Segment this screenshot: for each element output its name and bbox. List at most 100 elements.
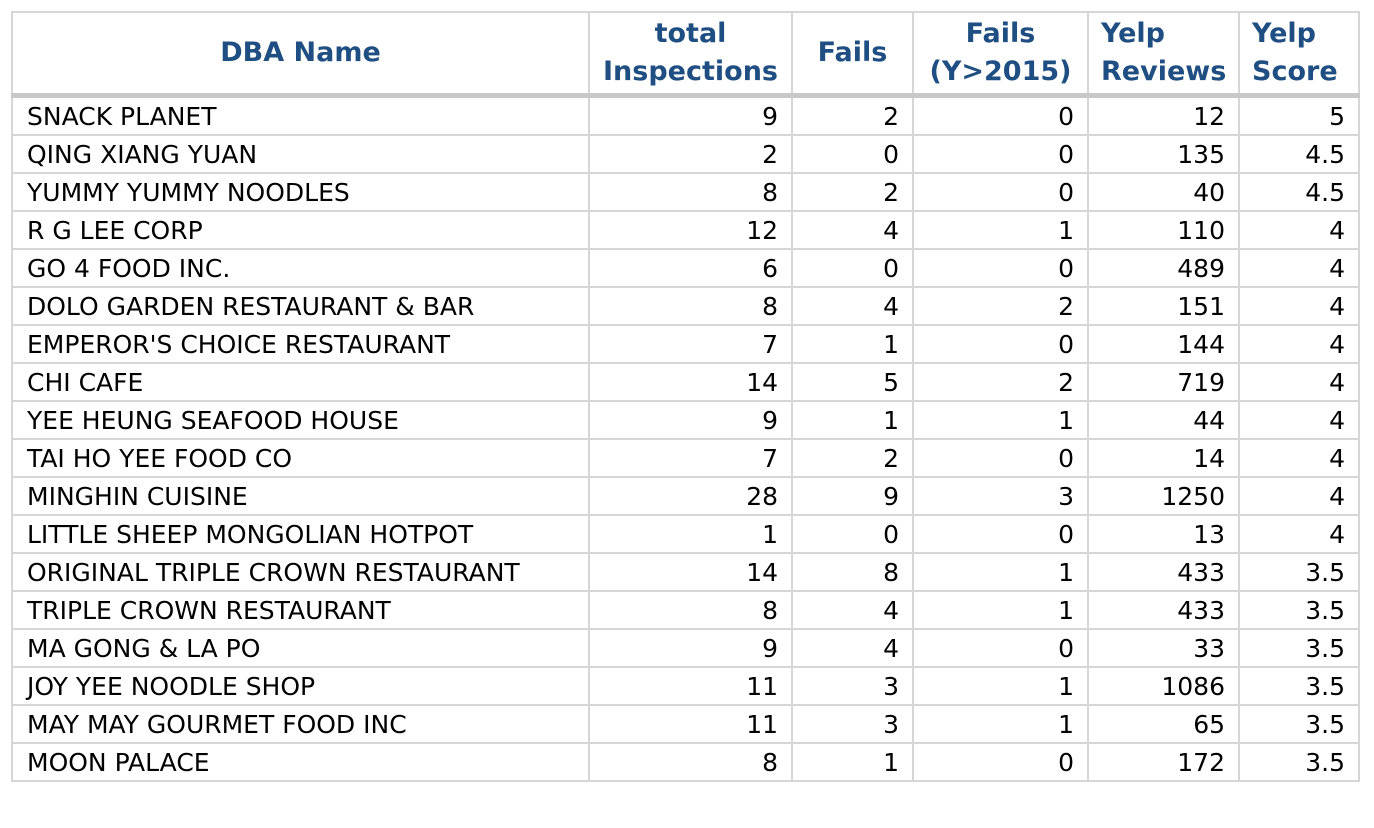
cell-yelp-score: 4.5	[1238, 134, 1360, 174]
cell-yelp-score: 4	[1238, 324, 1360, 364]
cell-fails-y2015: 3	[912, 476, 1089, 516]
cell-yelp-reviews: 144	[1087, 324, 1240, 364]
table-row: QING XIANG YUAN 2 0 0 135 4.5	[11, 134, 1360, 174]
cell-yelp-score: 4	[1238, 476, 1360, 516]
cell-total-inspections: 1	[588, 514, 793, 554]
cell-fails-y2015: 1	[912, 590, 1089, 630]
cell-yelp-score: 3.5	[1238, 666, 1360, 706]
cell-total-inspections: 2	[588, 134, 793, 174]
table-row: YUMMY YUMMY NOODLES 8 2 0 40 4.5	[11, 172, 1360, 212]
table-row: EMPEROR'S CHOICE RESTAURANT 7 1 0 144 4	[11, 324, 1360, 364]
cell-fails-y2015: 0	[912, 742, 1089, 782]
header-dba-name-line-1: DBA Name	[220, 37, 381, 68]
table-row: MAY MAY GOURMET FOOD INC 11 3 1 65 3.5	[11, 704, 1360, 744]
cell-fails-y2015: 1	[912, 666, 1089, 706]
cell-dba-name: ORIGINAL TRIPLE CROWN RESTAURANT	[11, 552, 590, 592]
header-total-inspections: total Inspections	[588, 11, 793, 98]
header-fails-line-1: Fails	[817, 37, 888, 68]
cell-fails: 8	[791, 552, 914, 592]
header-total-inspections-line-2: Inspections	[603, 56, 778, 87]
table-row: MINGHIN CUISINE 28 9 3 1250 4	[11, 476, 1360, 516]
cell-fails: 4	[791, 628, 914, 668]
cell-fails-y2015: 0	[912, 628, 1089, 668]
cell-total-inspections: 14	[588, 552, 793, 592]
cell-yelp-reviews: 65	[1087, 704, 1240, 744]
cell-dba-name: JOY YEE NOODLE SHOP	[11, 666, 590, 706]
table-row: SNACK PLANET 9 2 0 12 5	[11, 94, 1360, 136]
cell-fails: 0	[791, 514, 914, 554]
cell-yelp-score: 3.5	[1238, 590, 1360, 630]
table-row: R G LEE CORP 12 4 1 110 4	[11, 210, 1360, 250]
cell-yelp-score: 4	[1238, 210, 1360, 250]
cell-fails-y2015: 1	[912, 210, 1089, 250]
header-dba-name: DBA Name	[11, 11, 590, 98]
cell-total-inspections: 9	[588, 400, 793, 440]
cell-fails-y2015: 0	[912, 324, 1089, 364]
cell-fails-y2015: 1	[912, 552, 1089, 592]
cell-fails: 3	[791, 704, 914, 744]
cell-yelp-score: 3.5	[1238, 552, 1360, 592]
cell-yelp-score: 4	[1238, 400, 1360, 440]
cell-yelp-reviews: 14	[1087, 438, 1240, 478]
cell-yelp-reviews: 44	[1087, 400, 1240, 440]
cell-yelp-score: 4	[1238, 438, 1360, 478]
header-yelp-reviews-line-2: Reviews	[1101, 56, 1227, 87]
cell-fails: 0	[791, 134, 914, 174]
cell-dba-name: YUMMY YUMMY NOODLES	[11, 172, 590, 212]
cell-yelp-reviews: 433	[1087, 590, 1240, 630]
cell-dba-name: MAY MAY GOURMET FOOD INC	[11, 704, 590, 744]
cell-dba-name: MOON PALACE	[11, 742, 590, 782]
cell-yelp-score: 4	[1238, 362, 1360, 402]
cell-yelp-score: 4	[1238, 248, 1360, 288]
cell-yelp-reviews: 1086	[1087, 666, 1240, 706]
cell-total-inspections: 12	[588, 210, 793, 250]
cell-dba-name: R G LEE CORP	[11, 210, 590, 250]
cell-dba-name: MA GONG & LA PO	[11, 628, 590, 668]
cell-yelp-reviews: 172	[1087, 742, 1240, 782]
table-row: MA GONG & LA PO 9 4 0 33 3.5	[11, 628, 1360, 668]
cell-dba-name: DOLO GARDEN RESTAURANT & BAR	[11, 286, 590, 326]
cell-fails-y2015: 2	[912, 362, 1089, 402]
table-row: MOON PALACE 8 1 0 172 3.5	[11, 742, 1360, 782]
table-row: LITTLE SHEEP MONGOLIAN HOTPOT 1 0 0 13 4	[11, 514, 1360, 554]
cell-fails-y2015: 2	[912, 286, 1089, 326]
cell-fails: 2	[791, 438, 914, 478]
table-row: TRIPLE CROWN RESTAURANT 8 4 1 433 3.5	[11, 590, 1360, 630]
cell-fails: 1	[791, 742, 914, 782]
header-total-inspections-line-1: total	[654, 18, 727, 49]
cell-dba-name: MINGHIN CUISINE	[11, 476, 590, 516]
cell-yelp-reviews: 33	[1087, 628, 1240, 668]
cell-dba-name: YEE HEUNG SEAFOOD HOUSE	[11, 400, 590, 440]
cell-fails: 4	[791, 590, 914, 630]
cell-yelp-reviews: 40	[1087, 172, 1240, 212]
cell-dba-name: LITTLE SHEEP MONGOLIAN HOTPOT	[11, 514, 590, 554]
cell-dba-name: EMPEROR'S CHOICE RESTAURANT	[11, 324, 590, 364]
header-yelp-reviews: Yelp Reviews	[1087, 11, 1240, 98]
cell-yelp-reviews: 1250	[1087, 476, 1240, 516]
cell-total-inspections: 9	[588, 628, 793, 668]
cell-fails: 3	[791, 666, 914, 706]
header-yelp-score-line-1: Yelp	[1252, 18, 1316, 49]
cell-dba-name: CHI CAFE	[11, 362, 590, 402]
cell-total-inspections: 8	[588, 590, 793, 630]
cell-yelp-reviews: 110	[1087, 210, 1240, 250]
cell-dba-name: TAI HO YEE FOOD CO	[11, 438, 590, 478]
header-fails-y2015: Fails (Y>2015)	[912, 11, 1089, 98]
cell-fails-y2015: 0	[912, 248, 1089, 288]
cell-total-inspections: 6	[588, 248, 793, 288]
cell-total-inspections: 11	[588, 666, 793, 706]
cell-yelp-score: 3.5	[1238, 742, 1360, 782]
cell-fails: 1	[791, 400, 914, 440]
cell-dba-name: QING XIANG YUAN	[11, 134, 590, 174]
cell-yelp-reviews: 489	[1087, 248, 1240, 288]
table-row: ORIGINAL TRIPLE CROWN RESTAURANT 14 8 1 433 3…	[11, 552, 1360, 592]
cell-fails-y2015: 1	[912, 704, 1089, 744]
cell-total-inspections: 11	[588, 704, 793, 744]
header-fails-y2015-line-1: Fails	[965, 18, 1036, 49]
cell-fails-y2015: 0	[912, 514, 1089, 554]
header-yelp-score-line-2: Score	[1252, 56, 1338, 87]
cell-yelp-score: 3.5	[1238, 628, 1360, 668]
header-fails: Fails	[791, 11, 914, 98]
cell-total-inspections: 8	[588, 742, 793, 782]
cell-total-inspections: 7	[588, 324, 793, 364]
